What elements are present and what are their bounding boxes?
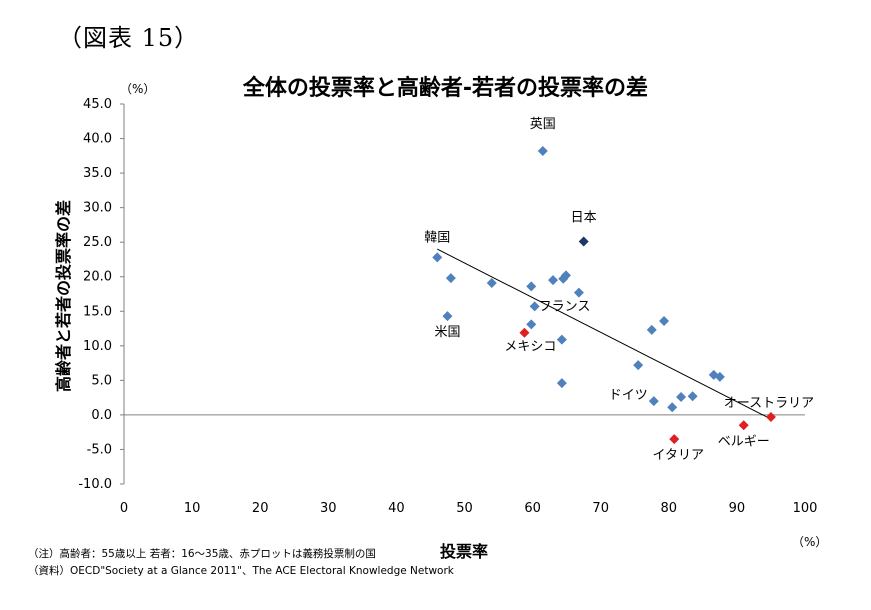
x-tick-label: 60 xyxy=(524,501,541,516)
data-point-marker xyxy=(556,378,567,389)
data-point-marker xyxy=(633,360,644,371)
y-tick-label: 25.0 xyxy=(83,235,112,250)
y-tick-label: 30.0 xyxy=(83,201,112,216)
chart-title: 全体の投票率と高齢者-若者の投票率の差 xyxy=(242,76,649,101)
data-point-marker xyxy=(648,396,659,407)
x-axis-label: 投票率 xyxy=(439,542,489,561)
x-tick-label: 30 xyxy=(320,501,337,516)
y-axis-unit: （%） xyxy=(120,82,156,96)
y-tick-label: -5.0 xyxy=(87,442,112,457)
data-point-marker xyxy=(548,275,559,286)
x-tick-label: 20 xyxy=(252,501,269,516)
axes: 45.0 40.0 35.0 30.0 25.0 20.0 15.0 10.0 5.0 0.0 -5… xyxy=(78,97,817,516)
data-point-label: 英国 xyxy=(530,117,556,132)
data-point-marker xyxy=(432,252,443,263)
footnote-definition: （注）高齢者：55歳以上 若者：16～35歳、赤プロットは義務投票制の国 xyxy=(28,548,376,560)
data-point-marker xyxy=(676,391,687,402)
data-point-marker xyxy=(526,319,537,330)
x-tick-label: 70 xyxy=(592,501,609,516)
data-point-label: フランス xyxy=(539,299,591,314)
data-point-label: メキシコ xyxy=(504,340,556,355)
trendline xyxy=(437,248,772,420)
x-tick-label: 10 xyxy=(184,501,201,516)
x-tick-label: 40 xyxy=(388,501,405,516)
data-point-marker xyxy=(765,411,776,422)
data-point-marker xyxy=(526,281,537,292)
data-point-marker xyxy=(738,420,749,431)
trendline-segment xyxy=(437,248,772,420)
y-tick-label: 10.0 xyxy=(83,339,112,354)
data-point-marker xyxy=(445,273,456,284)
data-point-label: ベルギー xyxy=(718,434,770,449)
data-points xyxy=(432,145,776,445)
y-tick-label: 15.0 xyxy=(83,304,112,319)
data-point-label: 日本 xyxy=(571,210,597,225)
data-point-marker xyxy=(486,277,497,288)
data-point-marker xyxy=(669,434,680,445)
x-tick-label: 0 xyxy=(120,501,128,516)
data-point-marker xyxy=(714,371,725,382)
y-tick-label: 0.0 xyxy=(91,408,112,423)
data-point-label: イタリア xyxy=(653,448,704,463)
data-point-marker xyxy=(519,327,530,338)
data-point-label: 韓国 xyxy=(424,230,450,245)
data-point-marker xyxy=(573,287,584,298)
y-tick-label: 5.0 xyxy=(91,373,112,388)
x-tick-label: 90 xyxy=(729,501,746,516)
data-point-marker xyxy=(537,145,548,156)
data-point-marker xyxy=(560,270,571,281)
y-tick-label: 40.0 xyxy=(83,132,112,147)
data-point-marker xyxy=(556,334,567,345)
y-tick-label: 20.0 xyxy=(83,270,112,285)
data-point-marker xyxy=(646,324,657,335)
data-point-marker xyxy=(659,315,670,326)
x-tick-label: 50 xyxy=(456,501,473,516)
x-tick-label: 100 xyxy=(793,501,818,516)
x-tick-label: 80 xyxy=(661,501,678,516)
y-tick-label: -10.0 xyxy=(78,477,112,492)
data-point-label: 米国 xyxy=(434,325,460,340)
data-point-marker xyxy=(442,311,453,322)
data-point-marker xyxy=(529,301,540,312)
y-tick-label: 35.0 xyxy=(83,166,112,181)
data-point-marker xyxy=(667,402,678,413)
data-point-label: ドイツ xyxy=(609,388,648,403)
y-tick-label: 45.0 xyxy=(83,97,112,112)
data-point-marker xyxy=(578,236,589,247)
data-point-label: オーストラリア xyxy=(724,396,814,411)
data-point-marker xyxy=(687,391,698,402)
figure-label: （図表 15） xyxy=(58,24,200,52)
footnote-source: （資料）OECD"Society at a Glance 2011"、The A… xyxy=(28,565,454,577)
x-axis-unit: （%） xyxy=(792,535,828,549)
